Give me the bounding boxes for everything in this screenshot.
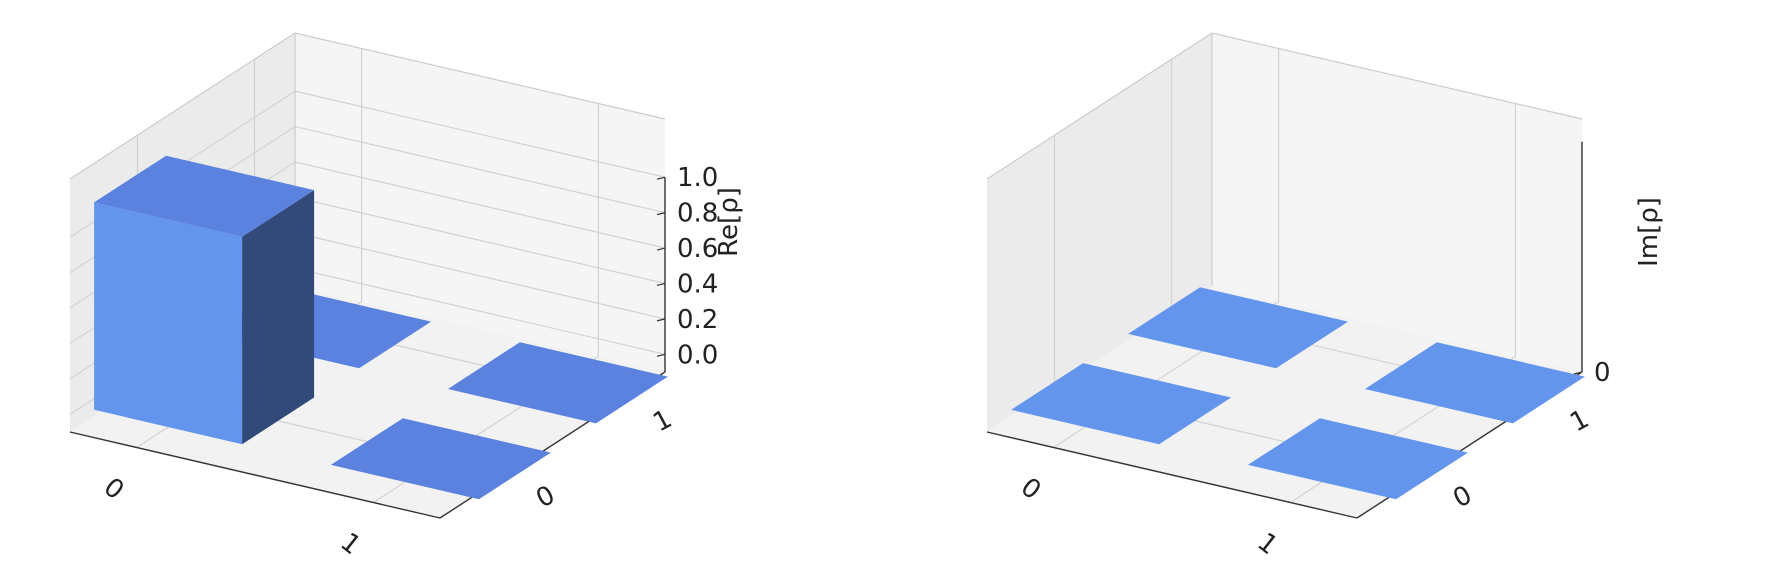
- bar-r0-c1: [1128, 287, 1349, 369]
- bar-r0-c0: [94, 155, 315, 445]
- bar-side-face: [242, 190, 315, 445]
- z-tick-label: 1.0: [677, 163, 718, 193]
- z-tick-mark: [1573, 371, 1583, 375]
- bar-r1-c1: [447, 342, 668, 424]
- x-tick-label: 0: [1015, 472, 1047, 506]
- z-tick-label: 0.6: [677, 234, 718, 264]
- flat-bar: [1128, 287, 1349, 369]
- back-pane: [295, 33, 665, 372]
- z-tick-mark: [656, 212, 666, 216]
- x-axis-line: [69, 431, 441, 519]
- z-tick-mark: [656, 282, 666, 287]
- left-pane: [987, 33, 1212, 432]
- y-tick-label: 1: [648, 404, 677, 438]
- bar-front-face: [94, 202, 243, 445]
- z-axis-title: Im[ρ]: [1634, 197, 1664, 267]
- flat-bar: [1011, 363, 1232, 445]
- y-tick-label: 1: [1565, 404, 1594, 438]
- z-tick-label: 0.2: [677, 305, 718, 335]
- x-tick-label: 1: [1252, 527, 1284, 561]
- z-axis-title: Re[ρ]: [714, 187, 744, 257]
- z-tick-label: 0: [1594, 358, 1611, 388]
- bars: [1011, 287, 1585, 500]
- flat-bar: [1364, 342, 1585, 424]
- back-pane: [1212, 33, 1582, 372]
- pane-edges: [986, 32, 1583, 286]
- z-tick-label: 0.0: [677, 340, 718, 370]
- x-tick-label: 1: [335, 527, 367, 561]
- bars: [94, 155, 668, 500]
- bar-r1-c0: [330, 418, 551, 500]
- x-tick-label: 0: [98, 472, 130, 506]
- real-part-plot: 0 1 0 1 0.0 0.2 0.4 0.6 0.8 1.0Re[ρ]: [69, 32, 744, 561]
- flat-bar: [1247, 418, 1468, 500]
- z-tick-mark: [656, 353, 666, 357]
- x-axis-line: [986, 431, 1358, 519]
- z-tick-mark: [656, 318, 666, 322]
- bar-top-face: [94, 155, 315, 237]
- z-tick-mark: [656, 247, 666, 251]
- bar-r1-c1: [1364, 342, 1585, 424]
- bar-r1-c0: [1247, 418, 1468, 500]
- flat-bar: [330, 418, 551, 500]
- z-tick-label: 0.8: [677, 199, 718, 229]
- flat-bar: [447, 342, 668, 424]
- z-tick-mark: [656, 176, 666, 180]
- y-tick-label: 0: [531, 480, 560, 514]
- bar-r0-c0: [1011, 363, 1232, 445]
- y-tick-label: 0: [1448, 480, 1477, 514]
- z-tick-label: 0.4: [677, 269, 718, 299]
